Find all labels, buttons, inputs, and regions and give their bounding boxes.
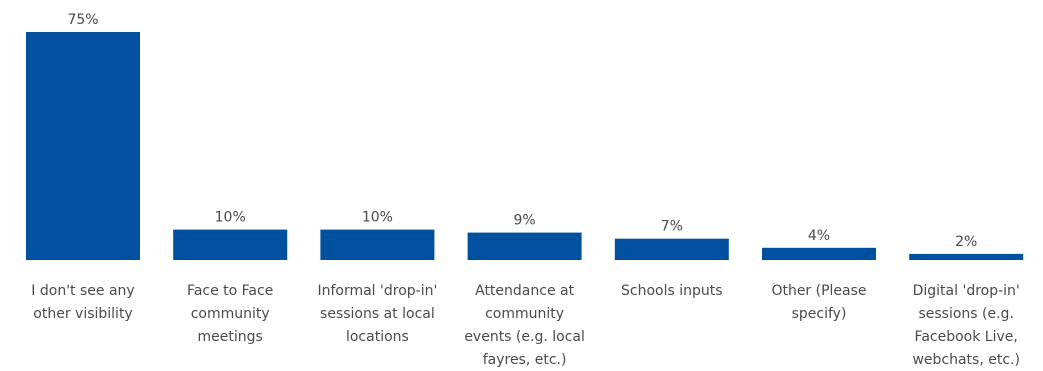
category-label-line: Digital 'drop-in' [913, 283, 1020, 299]
category-label-2: Face to Face community meetings [187, 283, 273, 345]
category-label-line: community [485, 306, 564, 322]
category-label-line: sessions at local [320, 306, 435, 322]
value-label-1: 75% [67, 12, 98, 28]
category-label-line: other visibility [33, 306, 132, 322]
value-label-3: 10% [362, 210, 393, 226]
category-label-line: webchats, etc.) [912, 352, 1020, 368]
category-label-line: meetings [198, 329, 263, 345]
category-label-4: Attendance at community events (e.g. local… [464, 283, 585, 368]
category-label-line: sessions (e.g. [918, 306, 1013, 322]
bars-group [26, 32, 1024, 260]
bar-5 [614, 238, 729, 260]
category-label-6: Other (Please specify) [771, 283, 866, 322]
bar-6 [762, 247, 876, 260]
bar-7 [909, 253, 1024, 260]
category-labels-group: I don't see any other visibility Face to F… [31, 283, 1020, 368]
category-label-5: Schools inputs [621, 283, 723, 299]
category-label-line: specify) [792, 306, 847, 322]
value-label-7: 2% [955, 234, 977, 250]
category-label-line: fayres, etc.) [483, 352, 567, 368]
category-label-line: community [191, 306, 270, 322]
category-label-line: Facebook Live, [915, 329, 1018, 345]
value-label-2: 10% [215, 210, 246, 226]
category-label-1: I don't see any other visibility [31, 283, 134, 322]
category-label-line: locations [346, 329, 409, 345]
category-label-line: Attendance at [475, 283, 574, 299]
category-label-7: Digital 'drop-in' sessions (e.g. Facebook … [912, 283, 1020, 368]
value-label-6: 4% [808, 228, 830, 244]
category-label-line: Informal 'drop-in' [317, 283, 437, 299]
value-label-4: 9% [513, 213, 535, 229]
category-label-line: I don't see any [31, 283, 134, 299]
category-label-line: events (e.g. local [464, 329, 585, 345]
value-label-5: 7% [661, 219, 683, 235]
category-label-line: Schools inputs [621, 283, 723, 299]
category-label-line: Other (Please [771, 283, 866, 299]
bar-1 [26, 32, 140, 260]
bar-2 [173, 229, 288, 260]
category-label-line: Face to Face [187, 283, 273, 299]
bar-4 [467, 232, 582, 260]
bar-3 [320, 229, 435, 260]
value-labels-group: 75% 10% 10% 9% 7% 4% 2% [67, 12, 977, 250]
category-label-3: Informal 'drop-in' sessions at local locat… [317, 283, 437, 345]
